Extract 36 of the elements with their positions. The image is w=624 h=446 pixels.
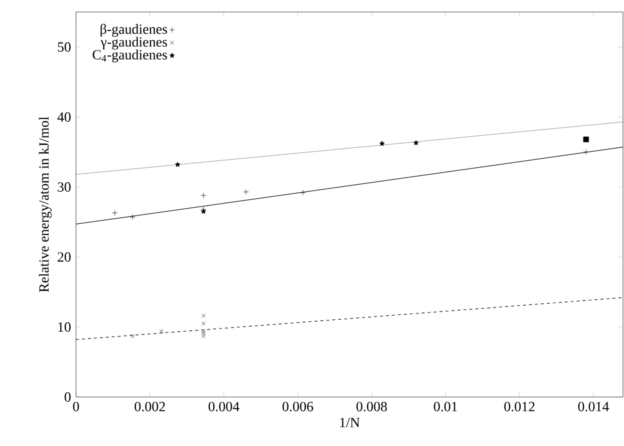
y-tick-label: 50 <box>58 42 71 52</box>
y-tick-label: 0 <box>64 392 71 402</box>
x-tick-label: 0.002 <box>134 402 165 412</box>
y-tick-label: 30 <box>58 182 71 192</box>
point <box>201 329 206 334</box>
point <box>379 140 385 146</box>
point <box>300 190 306 196</box>
x-tick-label: 0.014 <box>578 402 609 412</box>
legend-label: C$_{4}$-gaudienes <box>92 50 167 62</box>
y-axis-title: Relative energy/atom in kJ/mol <box>38 116 52 292</box>
y-tick-label: 40 <box>57 112 71 122</box>
point <box>112 210 118 216</box>
point <box>201 314 206 318</box>
legend-label: β-gaudienes <box>100 24 167 37</box>
point <box>243 189 249 195</box>
point <box>413 140 419 146</box>
x-tick-label: 0.008 <box>356 402 387 412</box>
point <box>130 334 135 338</box>
point <box>174 162 180 167</box>
point <box>159 329 164 334</box>
x-axis-title: 1/N <box>340 418 360 428</box>
y-tick-label: 20 <box>58 252 71 262</box>
point <box>200 192 206 198</box>
point <box>201 321 206 326</box>
point <box>583 136 589 142</box>
point <box>201 331 206 336</box>
x-tick-label: 0.006 <box>282 402 314 412</box>
x-tick-label: 0.004 <box>208 402 240 412</box>
point <box>130 214 136 220</box>
point <box>201 334 206 338</box>
legend-label: γ-gaudienes <box>100 36 167 50</box>
point <box>583 149 589 155</box>
x-tick-label: 0 <box>73 402 79 412</box>
x-tick-label: 0.01 <box>434 402 458 412</box>
y-tick-label: 10 <box>58 322 71 332</box>
x-tick-label: 0.012 <box>504 402 534 412</box>
